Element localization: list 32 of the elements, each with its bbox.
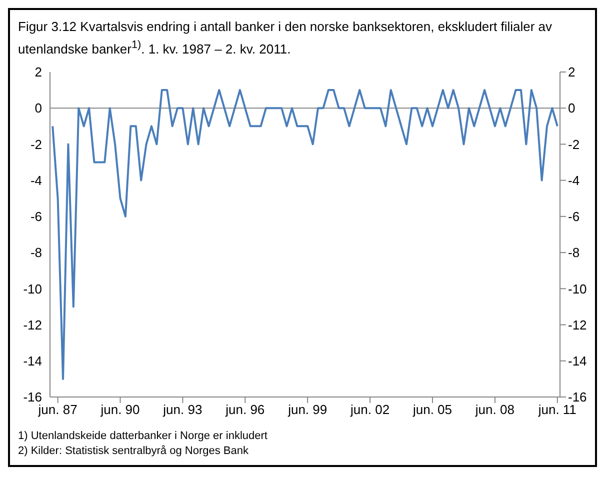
text: 2) Kilder: Statistisk sentralbyrå og Norges Bank — [18, 444, 250, 460]
x-tick-label: jun. 87 — [37, 402, 78, 418]
y-tick-label: -16 — [568, 390, 587, 405]
chart-title: Figur 3.12 Kvartalsvis endring i antall banker i den norske banksektoren, ekskludert filialer av utenlandske banker$^{1)}$. 1. kv. 1987 – 2. kv. 2011. — [17, 18, 553, 58]
text: 1) Utenlandskeide datterbanker i Norge er inkludert — [18, 429, 268, 444]
x-tick-label: jun. 90 — [100, 402, 140, 418]
y-tick-label: -10 — [568, 282, 587, 297]
y2-tick-label: 0 — [34, 101, 42, 116]
x-tick-label: jun. 05 — [412, 402, 452, 418]
y2-tick-label: -16 — [23, 390, 42, 405]
y-tick-label: 0 — [568, 101, 576, 116]
y-tick-label: -6 — [568, 209, 580, 224]
y-tick-label: -2 — [568, 137, 580, 152]
x-tick-label: jun. 93 — [162, 402, 202, 418]
x-tick-label: jun. 02 — [350, 402, 390, 418]
y2-tick-label: 2 — [34, 64, 42, 80]
x-tick-label: jun. 08 — [474, 402, 514, 418]
x-tick-label: jun. 11 — [537, 402, 576, 418]
y-tick-label: -14 — [568, 354, 587, 369]
y-tick-label: -12 — [568, 318, 587, 333]
y2-tick-label: -12 — [23, 318, 42, 333]
y-tick-label: -8 — [568, 246, 580, 260]
y2-tick-label: -4 — [30, 173, 42, 188]
y2-tick-label: -2 — [30, 137, 42, 152]
y2-tick-label: -6 — [30, 209, 42, 224]
x-tick-label: jun. 96 — [224, 402, 265, 418]
y2-tick-label: -14 — [23, 354, 42, 369]
y2-tick-label: -8 — [30, 246, 42, 260]
y-tick-label: -4 — [568, 173, 580, 188]
y2-tick-label: -10 — [23, 282, 42, 297]
y-tick-label: 2 — [568, 64, 576, 80]
x-tick-label: jun. 99 — [287, 402, 328, 418]
